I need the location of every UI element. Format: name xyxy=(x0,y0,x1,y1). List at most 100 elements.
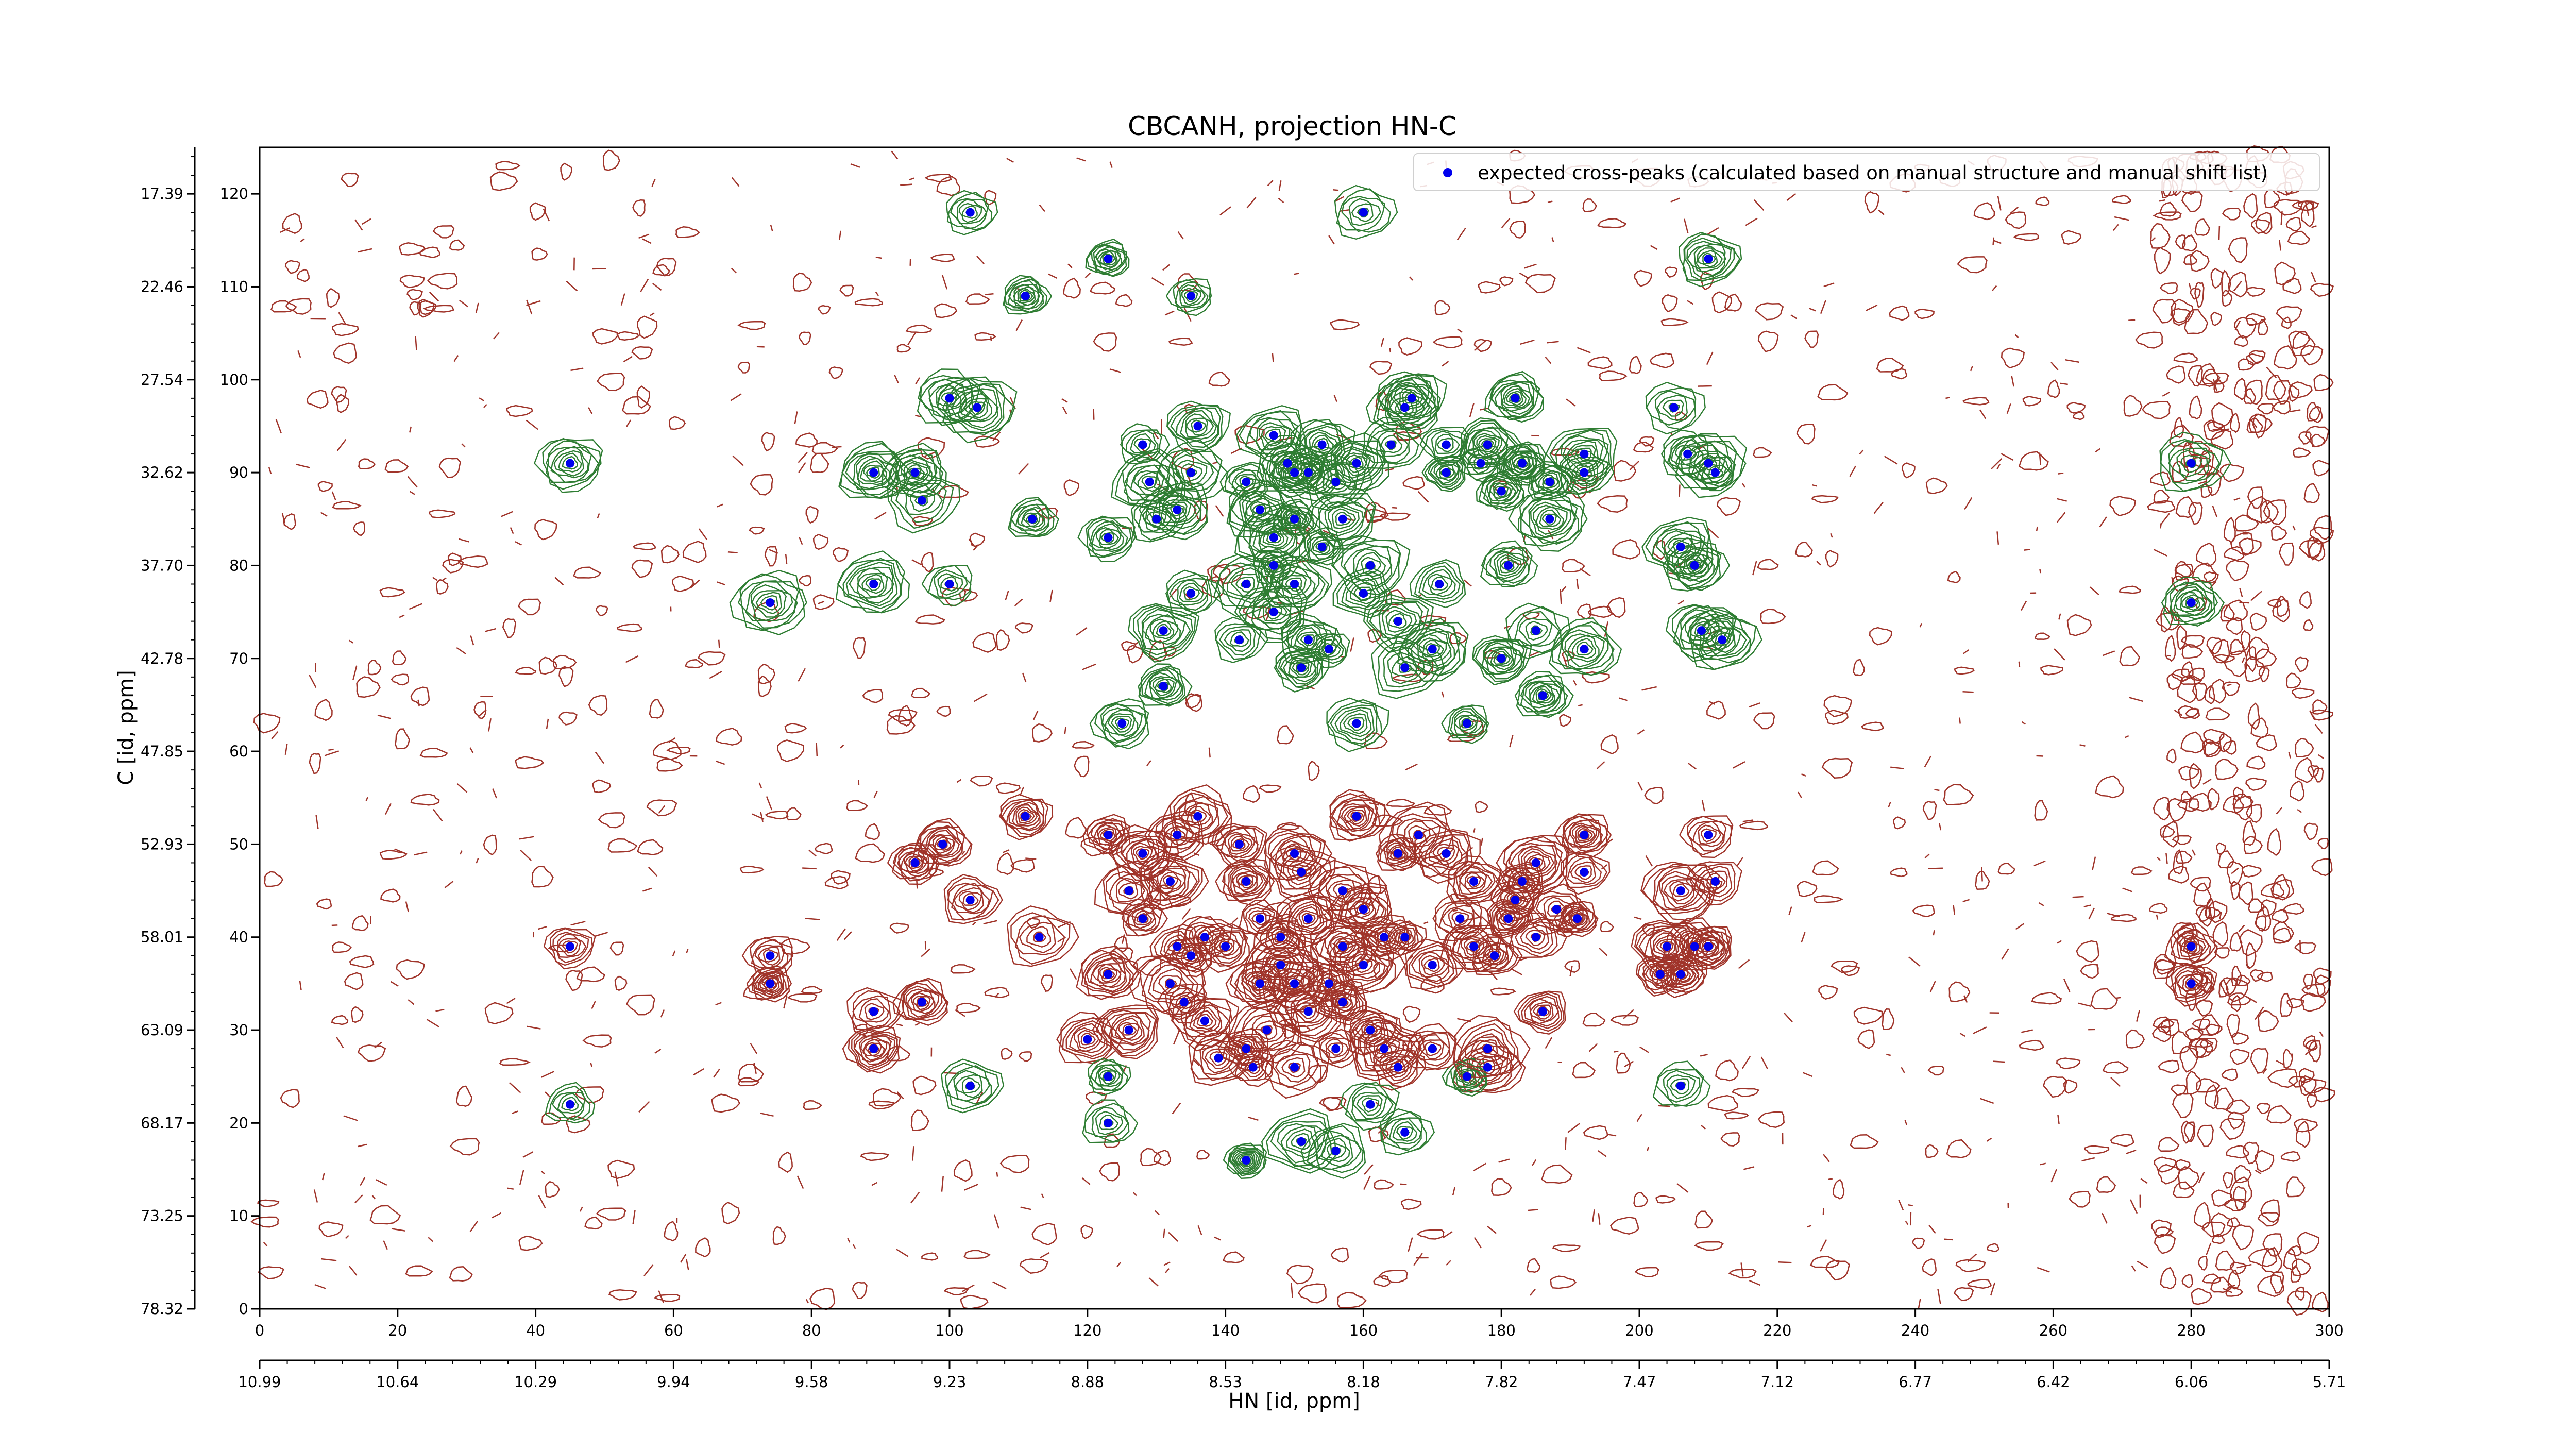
noise-contour xyxy=(1559,714,1572,727)
noise-contour xyxy=(2304,426,2330,448)
y-ppm-tick-label: 47.85 xyxy=(141,743,183,760)
peak-contour xyxy=(921,565,973,606)
cross-peak-marker xyxy=(910,858,920,867)
noise-contour xyxy=(1173,1030,1180,1045)
noise-contour xyxy=(803,1100,822,1110)
noise-contour xyxy=(2189,763,2202,789)
peak-contour xyxy=(1496,554,1522,577)
peak-contour xyxy=(1326,697,1389,752)
noise-contour xyxy=(2242,1141,2260,1165)
noise-contour xyxy=(582,1034,612,1048)
peak-contour xyxy=(1303,530,1343,565)
noise-contour xyxy=(2270,525,2287,541)
peak-contour xyxy=(896,980,949,1021)
peak-contour xyxy=(1141,476,1158,490)
peak-contour xyxy=(1378,801,1454,867)
peak-contour xyxy=(934,569,968,599)
x-index-tick-label: 160 xyxy=(1349,1322,1378,1339)
noise-contour xyxy=(1820,300,1826,314)
peak-contour xyxy=(1115,717,1129,730)
peak-contour xyxy=(1652,863,1716,914)
peak-contour xyxy=(890,476,954,529)
x-index-tick-label: 120 xyxy=(1073,1322,1101,1339)
noise-contour xyxy=(2151,237,2156,242)
noise-contour xyxy=(1561,586,1567,592)
noise-contour xyxy=(324,750,339,756)
peak-contour xyxy=(1500,383,1534,412)
peak-contour xyxy=(1348,198,1381,226)
noise-contour xyxy=(2255,212,2273,235)
noise-contour xyxy=(483,834,497,855)
noise-contour xyxy=(818,305,831,315)
peak-contour xyxy=(1300,1123,1366,1179)
peak-contour xyxy=(1219,940,1233,953)
noise-contour xyxy=(1420,974,1445,994)
peak-contour xyxy=(1554,900,1597,937)
peak-contour xyxy=(1528,498,1577,539)
noise-contour xyxy=(2224,650,2247,677)
noise-contour xyxy=(2037,1267,2050,1273)
noise-contour xyxy=(1509,220,1526,239)
noise-contour xyxy=(1277,437,1293,442)
peak-contour xyxy=(1660,875,1701,909)
noise-contour xyxy=(1987,1243,1999,1253)
noise-contour xyxy=(2140,1178,2148,1184)
cross-peak-marker xyxy=(1359,208,1368,217)
noise-contour xyxy=(1020,1206,1032,1210)
noise-contour xyxy=(2257,1274,2284,1298)
noise-contour xyxy=(1308,760,1320,782)
noise-contour xyxy=(336,1036,344,1049)
noise-contour xyxy=(2208,900,2228,923)
noise-contour xyxy=(1655,1195,1676,1204)
peak-contour xyxy=(1485,546,1529,584)
noise-contour xyxy=(2230,638,2245,655)
cross-peak-marker xyxy=(1531,858,1540,867)
peak-contour xyxy=(1010,912,1071,965)
noise-contour xyxy=(1364,509,1389,522)
noise-contour xyxy=(1547,341,1559,344)
noise-contour xyxy=(484,1002,514,1024)
noise-contour xyxy=(391,673,410,686)
noise-contour xyxy=(2230,531,2254,556)
noise-contour xyxy=(2282,278,2302,294)
cross-peak-marker xyxy=(1303,635,1313,645)
peak-contour xyxy=(1270,1120,1330,1167)
noise-contour xyxy=(607,838,638,853)
peak-contour xyxy=(1666,537,1731,592)
noise-contour xyxy=(1963,995,1968,1003)
peak-contour xyxy=(1335,941,1350,953)
noise-contour xyxy=(1473,1162,1487,1171)
noise-contour xyxy=(1629,461,1640,470)
noise-contour xyxy=(592,328,618,345)
cross-peak-marker xyxy=(1276,961,1285,970)
noise-contour xyxy=(2303,619,2314,631)
noise-contour xyxy=(2261,882,2284,899)
cross-peak-marker xyxy=(1248,1063,1258,1072)
peak-contour xyxy=(1518,845,1558,880)
noise-contour xyxy=(2172,1093,2194,1118)
peak-contour xyxy=(1505,602,1571,660)
noise-contour xyxy=(2295,757,2314,784)
peak-contour xyxy=(1235,405,1307,466)
noise-contour xyxy=(1929,981,1936,992)
peak-contour xyxy=(1287,457,1326,489)
noise-contour xyxy=(2216,842,2226,855)
peak-contour xyxy=(1672,540,1690,554)
noise-contour xyxy=(2195,999,2213,1017)
noise-contour xyxy=(1063,479,1079,497)
noise-contour xyxy=(2156,914,2159,920)
noise-contour xyxy=(2066,614,2092,636)
cross-peak-marker xyxy=(1104,533,1113,542)
noise-contour xyxy=(658,1290,665,1303)
x-index-tick-label: 80 xyxy=(802,1322,821,1339)
peak-contour xyxy=(1535,506,1565,530)
cross-peak-marker xyxy=(1303,468,1313,477)
noise-contour xyxy=(985,293,994,296)
noise-contour xyxy=(2269,1271,2284,1294)
noise-contour xyxy=(965,293,990,305)
noise-contour xyxy=(1146,760,1151,766)
cross-peak-marker xyxy=(938,839,947,849)
noise-contour xyxy=(1884,456,1898,465)
peak-contour xyxy=(1219,626,1256,656)
peak-contour xyxy=(1489,550,1528,583)
